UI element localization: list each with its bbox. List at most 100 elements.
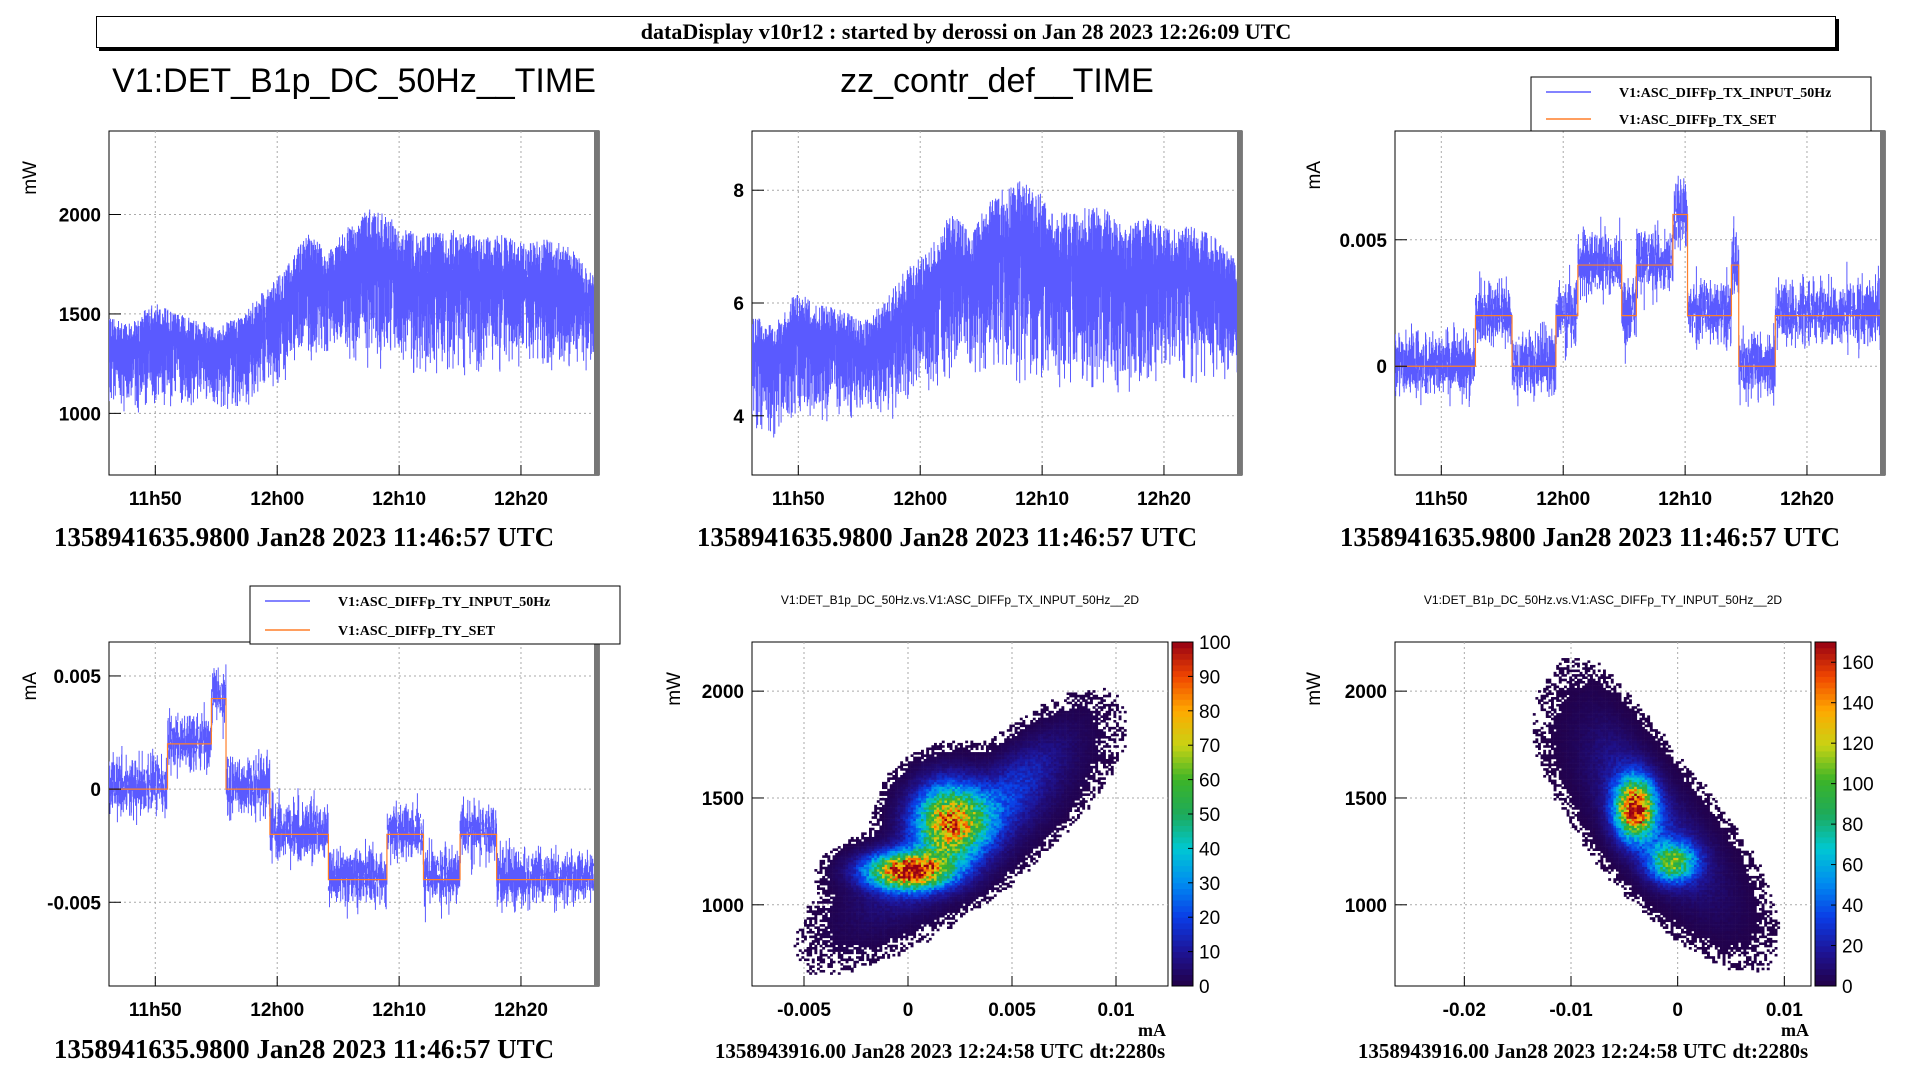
heatmap-cell [876,859,880,863]
heatmap-cell [850,919,854,923]
heatmap-cell [866,958,870,962]
heatmap-cell [824,891,828,895]
heatmap-cell [895,777,898,780]
heatmap-cell [876,944,880,948]
heatmap-cell [843,848,846,851]
heatmap-cell [918,917,922,920]
heatmap-cell [991,786,995,790]
heatmap-cell [915,758,919,762]
heatmap-cell [934,857,937,861]
heatmap-cell [884,887,888,890]
heatmap-cell [804,924,807,927]
heatmap-cell [889,896,893,900]
heatmap-cell [905,880,909,884]
heatmap-cell [939,836,943,840]
heatmap-cell [931,761,935,764]
heatmap-cell [996,816,1000,819]
heatmap-cell [952,800,956,803]
heatmap-cell [991,841,995,845]
heatmap-cell [869,852,872,856]
heatmap-cell [928,761,932,764]
heatmap-cell [900,926,904,929]
heatmap-cell [934,839,937,842]
heatmap-cell [902,905,906,909]
heatmap-cell [897,788,901,792]
heatmap-cell [941,779,945,783]
heatmap-cell [869,933,872,936]
heatmap-cell [973,752,976,755]
heatmap-cell [910,823,914,826]
heatmap-cell [879,949,883,952]
heatmap-cell [967,820,971,824]
heatmap-cell [869,914,872,918]
heatmap-cell [1001,761,1005,764]
heatmap-cell [887,855,891,858]
heatmap-cell [941,864,945,868]
heatmap-cell [1006,864,1010,868]
heatmap-cell [926,797,930,801]
heatmap-cell [1001,825,1005,829]
heatmap-cell [850,864,854,868]
heatmap-cell [819,887,823,890]
heatmap-cell [850,846,854,849]
heatmap-cell [1006,816,1010,819]
heatmap-cell [993,781,997,785]
heatmap-cell [921,928,924,932]
x-tick-label: 11h50 [772,489,825,510]
heatmap-cell [889,919,893,923]
heatmap-cell [850,898,854,902]
heatmap-cell [991,866,995,870]
heatmap-cell [798,928,802,932]
heatmap-cell [947,800,950,803]
heatmap-cell [921,768,924,771]
x-tick-label: 12h00 [1536,489,1590,510]
heatmap-cell [978,871,982,874]
heatmap-cell [856,949,859,952]
heatmap-cell [944,841,948,845]
heatmap-cell [954,910,958,913]
heatmap-cell [915,903,919,907]
heatmap-cell [991,809,995,812]
heatmap-cell [892,811,896,815]
heatmap-cell [931,848,935,851]
heatmap-cell [845,880,849,884]
heatmap-cell [814,917,818,920]
heatmap-cell [897,935,901,939]
heatmap-cell [949,912,953,916]
heatmap-cell [874,809,878,812]
series-line-0 [752,181,1242,438]
heatmap-cell [980,836,984,840]
heatmap-cell [866,859,870,863]
heatmap-cell [970,814,974,817]
heatmap-cell [827,894,831,897]
heatmap-cell [887,924,891,927]
heatmap-cell [861,940,865,943]
heatmap-cell [936,850,940,854]
heatmap-cell [822,914,826,918]
heatmap-cell [897,951,901,955]
heatmap-cell [869,885,872,888]
heatmap-cell [913,814,917,817]
heatmap-cell [944,850,948,854]
heatmap-cell [931,836,935,840]
heatmap-cell [923,859,927,863]
heatmap-cell [915,784,919,787]
heatmap-cell [936,873,940,877]
heatmap-cell [936,843,940,847]
heatmap-cell [845,887,849,890]
heatmap-cell [874,864,878,868]
heatmap-cell [845,944,849,948]
heatmap-cell [975,855,979,858]
heatmap-cell [926,901,930,904]
heatmap-cell [960,775,963,778]
heatmap-cell [837,873,841,877]
heatmap-cell [814,935,818,939]
heatmap-cell [801,956,805,959]
heatmap-cell [905,786,909,790]
heatmap-cell [939,852,943,856]
heatmap-cell [871,908,875,911]
heatmap-cell [944,795,948,799]
heatmap-cell [895,894,898,897]
heatmap-cell [900,811,904,815]
